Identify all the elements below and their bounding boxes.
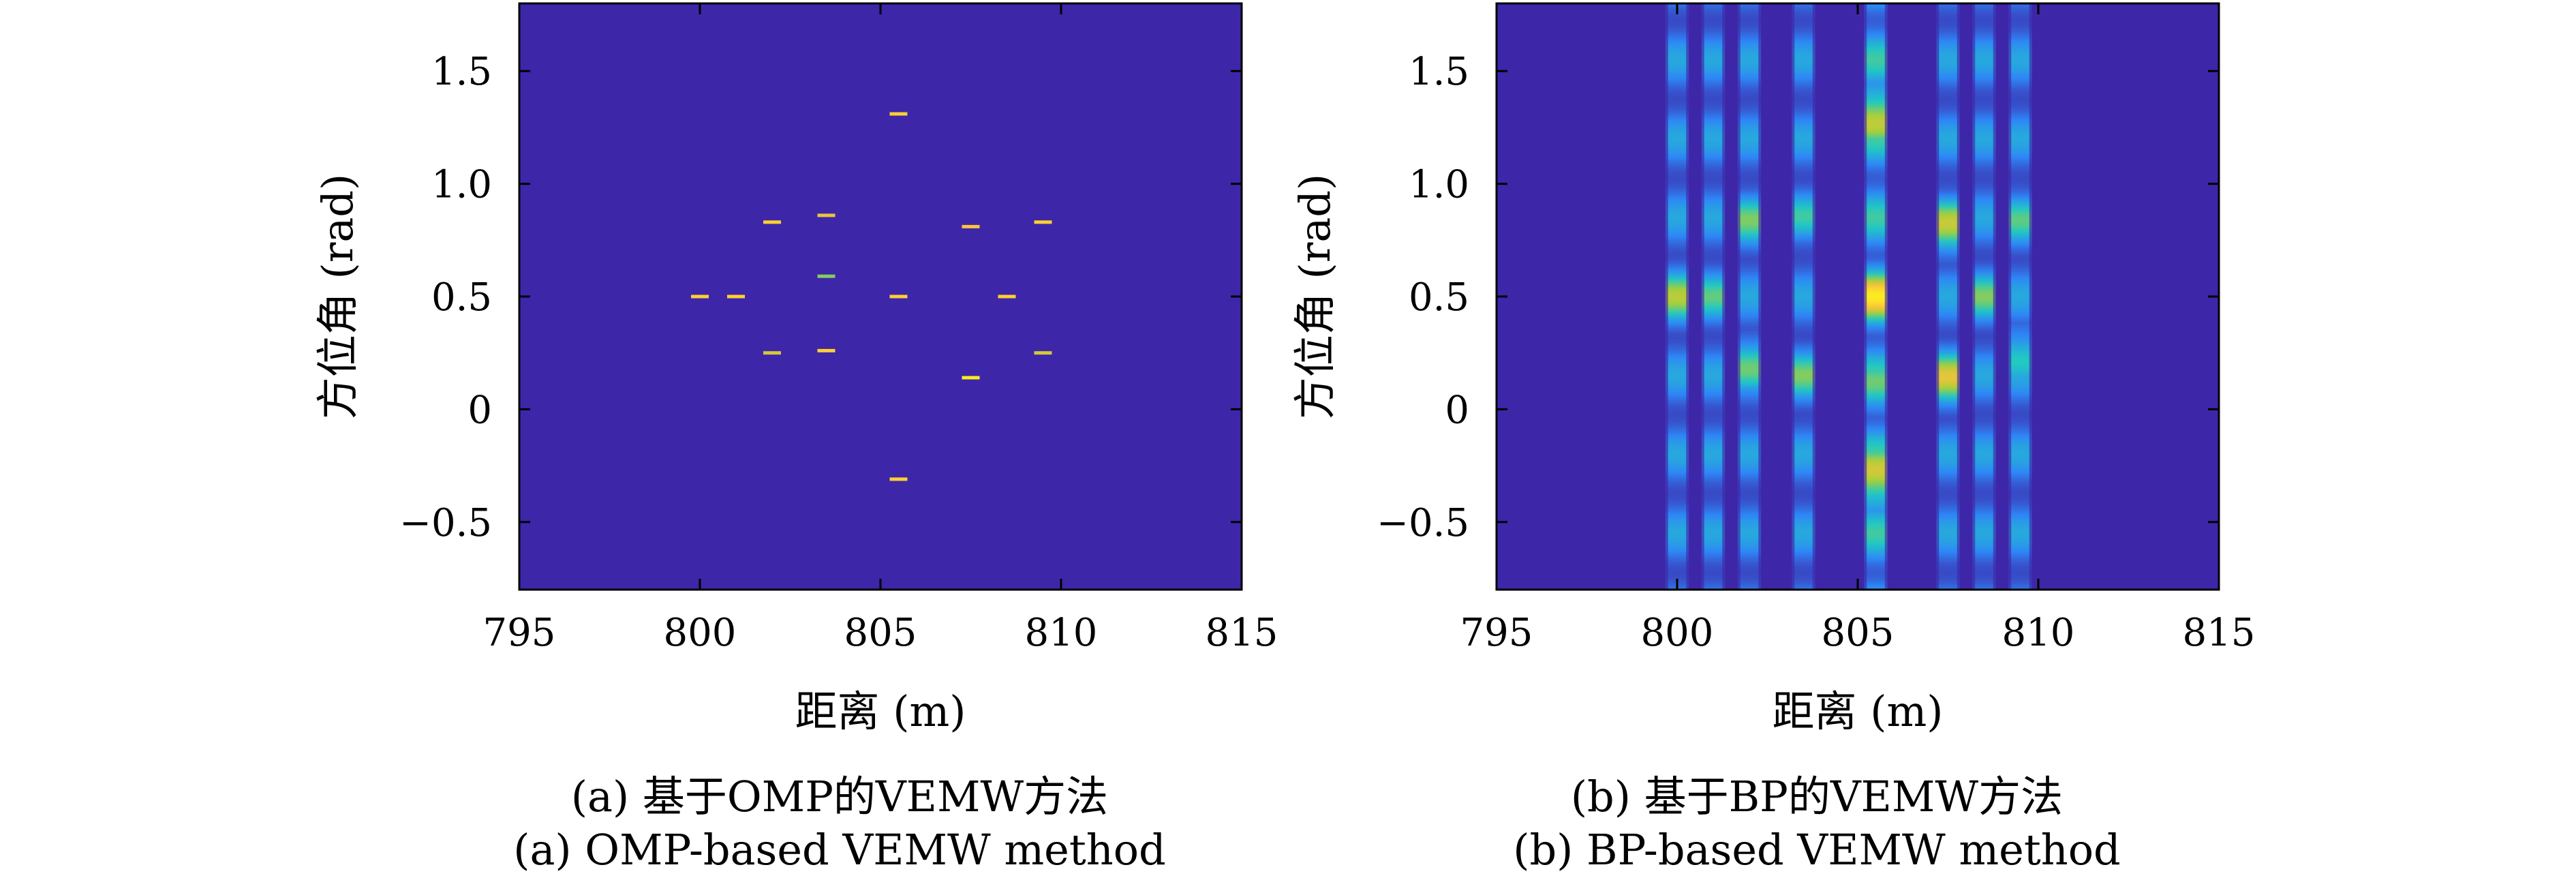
omp-estimate-point: [889, 294, 908, 299]
omp-estimate-point: [962, 376, 980, 380]
plot-a-background: [519, 3, 1242, 590]
bp-range-stripe: [2011, 3, 2029, 590]
plot-b-ticks: 795 800 805 810 815 −0.5 0 0.5 1.0 1.5: [1377, 3, 2255, 655]
caption-b-english: (b) BP-based VEMW method: [1513, 825, 2120, 875]
bp-range-stripe: [1740, 3, 1759, 590]
x-axis-label-b: 距离 (m): [1773, 686, 1944, 736]
y-tick-label: 1.0: [431, 163, 492, 207]
y-tick-label: 0: [467, 388, 492, 432]
x-tick-label: 815: [2183, 611, 2256, 655]
omp-estimate-point: [763, 351, 781, 355]
omp-estimate-point: [817, 274, 835, 278]
caption-a-chinese: (a) 基于OMP的VEMW方法: [571, 772, 1108, 821]
y-tick-label: 1.0: [1409, 163, 1469, 207]
omp-estimate-point: [889, 477, 908, 481]
y-tick-label: 1.5: [1409, 50, 1469, 94]
bp-range-stripe: [1939, 3, 1957, 590]
x-tick-label: 805: [1822, 611, 1895, 655]
y-tick-label: 0: [1445, 388, 1469, 432]
bp-range-stripe: [1975, 3, 1993, 590]
omp-estimate-point: [817, 213, 835, 217]
bp-range-stripe: [1704, 3, 1723, 590]
bp-range-stripe: [1794, 3, 1813, 590]
omp-estimate-point: [889, 112, 908, 116]
plot-a-marks: [691, 112, 1052, 481]
omp-estimate-point: [998, 294, 1016, 299]
y-tick-label: 0.5: [1409, 275, 1469, 320]
omp-estimate-point: [1034, 351, 1052, 355]
y-tick-label: −0.5: [1377, 501, 1469, 545]
y-axis-label-b: 方位角 (rad): [1290, 174, 1340, 419]
panel-b-bp: 795 800 805 810 815 −0.5 0 0.5 1.0 1.5 距离 (m) 方位角…: [1290, 2, 2255, 875]
omp-estimate-point: [763, 220, 781, 224]
x-axis-label-a: 距离 (m): [795, 686, 966, 736]
x-tick-label: 810: [2002, 611, 2075, 655]
x-tick-label: 795: [1460, 611, 1533, 655]
plot-a-ticks: 795 800 805 810 815 −0.5 0 0.5 1.0 1.5: [399, 3, 1278, 655]
omp-estimate-point: [1034, 220, 1052, 224]
plot-b-marks: [1665, 3, 2032, 590]
x-tick-label: 815: [1206, 611, 1278, 655]
x-tick-label: 810: [1025, 611, 1098, 655]
omp-estimate-point: [962, 224, 980, 228]
y-tick-label: −0.5: [399, 501, 492, 545]
y-tick-label: 1.5: [431, 50, 492, 94]
x-tick-label: 805: [844, 611, 917, 655]
panel-a-omp: 795 800 805 810 815 −0.5 0 0.5 1.0 1.5 距离 (m) 方位角…: [313, 2, 1278, 875]
caption-a-english: (a) OMP-based VEMW method: [513, 825, 1166, 875]
omp-estimate-point: [691, 294, 709, 299]
omp-estimate-point: [817, 348, 835, 352]
x-tick-label: 795: [483, 611, 556, 655]
plot-b-background: [1497, 3, 2219, 590]
y-axis-label-a: 方位角 (rad): [313, 174, 363, 419]
omp-estimate-point: [727, 294, 745, 299]
bp-range-stripe: [1867, 3, 1885, 590]
x-tick-label: 800: [1641, 611, 1714, 655]
caption-b-chinese: (b) 基于BP的VEMW方法: [1571, 772, 2063, 821]
y-tick-label: 0.5: [431, 275, 492, 320]
x-tick-label: 800: [664, 611, 737, 655]
bp-range-stripe: [1668, 3, 1687, 590]
